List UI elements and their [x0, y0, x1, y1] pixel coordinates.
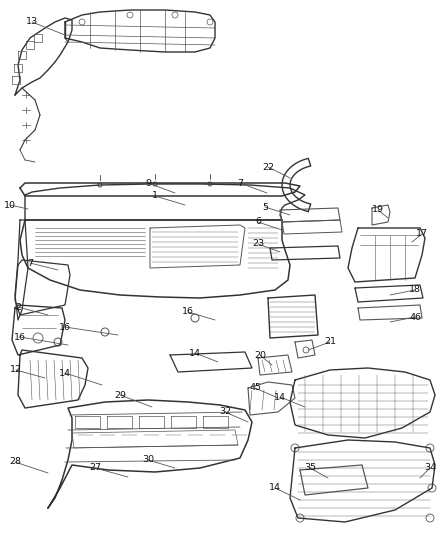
Text: 29: 29 [114, 391, 126, 400]
Text: 2: 2 [15, 303, 21, 311]
Text: 34: 34 [424, 464, 436, 472]
Text: 32: 32 [219, 408, 231, 416]
Text: 10: 10 [4, 200, 16, 209]
Text: 18: 18 [409, 286, 421, 295]
Text: 28: 28 [9, 457, 21, 466]
Text: 23: 23 [252, 239, 264, 248]
Text: 20: 20 [254, 351, 266, 359]
Text: 14: 14 [189, 349, 201, 358]
Text: 12: 12 [10, 366, 22, 375]
Text: 6: 6 [255, 217, 261, 227]
Text: 5: 5 [262, 203, 268, 212]
Text: 27: 27 [89, 464, 101, 472]
Text: 35: 35 [304, 464, 316, 472]
Text: 13: 13 [26, 18, 38, 27]
Text: 21: 21 [324, 337, 336, 346]
Text: 45: 45 [249, 384, 261, 392]
Text: 7: 7 [27, 259, 33, 268]
Text: 30: 30 [142, 456, 154, 464]
Text: 1: 1 [152, 191, 158, 200]
Text: 14: 14 [59, 368, 71, 377]
Text: 19: 19 [372, 206, 384, 214]
Text: 7: 7 [237, 179, 243, 188]
Text: 46: 46 [409, 312, 421, 321]
Text: 9: 9 [145, 179, 151, 188]
Text: 14: 14 [274, 392, 286, 401]
Text: 16: 16 [182, 308, 194, 317]
Text: 16: 16 [59, 322, 71, 332]
Text: 17: 17 [416, 230, 428, 238]
Text: 14: 14 [269, 483, 281, 492]
Text: 22: 22 [262, 163, 274, 172]
Text: 16: 16 [14, 333, 26, 342]
